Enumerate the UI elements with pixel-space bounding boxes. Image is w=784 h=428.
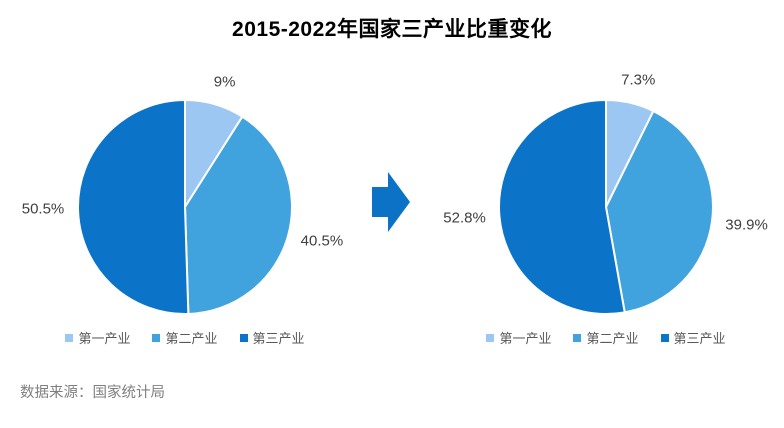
legend-item-primary-industry: 第一产业 (65, 328, 130, 347)
chart-legend: 第一产业 第二产业 第三产业 (0, 328, 370, 347)
legend-label: 第三产业 (673, 331, 726, 346)
data-label-secondary-industry: 39.9% (725, 216, 768, 234)
legend-swatch-icon (573, 333, 582, 342)
data-source-note: 数据来源：国家统计局 (20, 385, 165, 401)
legend-label: 第三产业 (252, 331, 305, 346)
pie-slice-tertiary-industry (77, 99, 190, 315)
legend-swatch-icon (65, 333, 74, 342)
legend-swatch-icon (486, 333, 495, 342)
legend-label: 第二产业 (165, 331, 218, 346)
legend-item-tertiary-industry: 第三产业 (660, 328, 726, 347)
data-label-primary-industry: 7.3% (621, 71, 656, 89)
transition-arrow-icon (372, 172, 410, 232)
legend-swatch-icon (152, 333, 161, 342)
legend-label: 第一产业 (499, 331, 552, 346)
legend-label: 第一产业 (78, 331, 131, 346)
legend-item-secondary-industry: 第二产业 (152, 328, 218, 347)
legend-item-tertiary-industry: 第三产业 (239, 328, 305, 347)
data-label-secondary-industry: 40.5% (300, 232, 344, 250)
right-arrow-icon (372, 172, 410, 232)
data-label-primary-industry: 9% (213, 73, 236, 91)
pie-chart-2022: 7.3% 39.9% 52.8% 第一产业 第二产业 第三产业 (420, 60, 784, 360)
legend-swatch-icon (660, 333, 669, 342)
pie-graphic (77, 99, 293, 315)
pie-slice-tertiary-industry (498, 99, 626, 315)
pie-slice-secondary-industry (184, 115, 293, 315)
pie-slice-secondary-industry (605, 110, 714, 314)
legend-label: 第二产业 (586, 331, 639, 346)
data-label-tertiary-industry: 50.5% (21, 200, 65, 218)
legend-item-primary-industry: 第一产业 (486, 328, 551, 347)
chart-legend: 第一产业 第二产业 第三产业 (420, 328, 784, 347)
page-title: 2015-2022年国家三产业比重变化 (232, 18, 552, 41)
pie-graphic (498, 99, 714, 315)
legend-item-secondary-industry: 第二产业 (573, 328, 639, 347)
data-label-tertiary-industry: 52.8% (443, 209, 486, 227)
pie-chart-2015: 9% 40.5% 50.5% 第一产业 第二产业 第三产业 (0, 60, 370, 360)
legend-swatch-icon (239, 333, 248, 342)
